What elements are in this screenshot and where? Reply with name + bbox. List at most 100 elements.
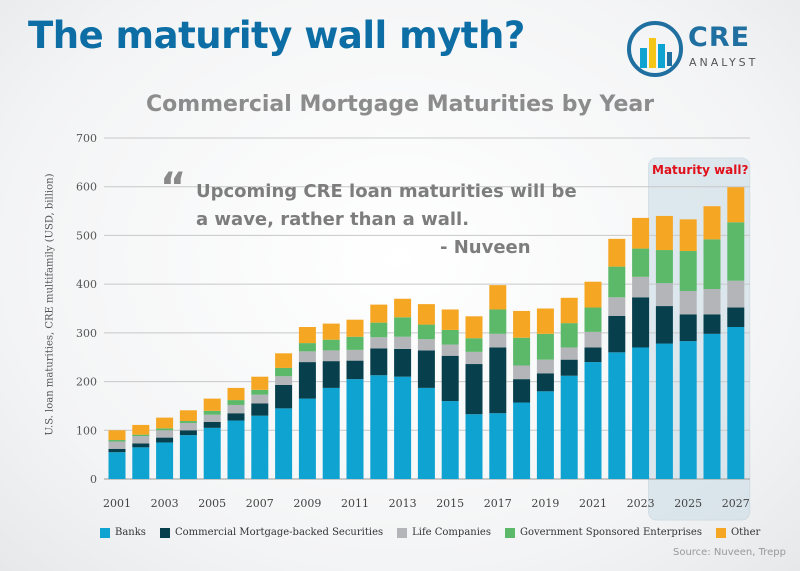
bar-commercial-mortgage-backed-securities-2001 <box>108 448 126 453</box>
bar-commercial-mortgage-backed-securities-2025 <box>679 314 697 342</box>
quote-line-2: a wave, rather than a wall. <box>196 209 470 230</box>
x-tick-label: 2017 <box>484 497 512 510</box>
bar-life-companies-2014 <box>417 339 435 351</box>
bar-other-2023 <box>632 217 650 249</box>
bar-banks-2001 <box>108 452 126 479</box>
bar-banks-2023 <box>632 347 650 479</box>
bar-life-companies-2002 <box>132 436 150 444</box>
y-tick-label: 0 <box>90 473 97 486</box>
bar-other-2022 <box>608 238 626 267</box>
bar-other-2005 <box>203 398 221 411</box>
logo-text: CRE <box>688 22 751 53</box>
bar-other-2014 <box>417 304 435 325</box>
bar-other-2019 <box>536 308 554 334</box>
bar-government-sponsored-enterprises-2008 <box>275 367 293 377</box>
y-tick-label: 400 <box>76 278 97 291</box>
bar-life-companies-2008 <box>275 376 293 385</box>
bar-banks-2022 <box>608 352 626 479</box>
bar-life-companies-2004 <box>179 422 197 431</box>
bar-government-sponsored-enterprises-2010 <box>322 339 340 351</box>
bar-commercial-mortgage-backed-securities-2021 <box>584 347 602 363</box>
bar-life-companies-2015 <box>441 344 459 356</box>
logo-subtext: ANALYST <box>689 56 759 69</box>
bar-government-sponsored-enterprises-2020 <box>560 323 578 348</box>
bar-commercial-mortgage-backed-securities-2002 <box>132 443 150 448</box>
bar-commercial-mortgage-backed-securities-2014 <box>417 350 435 388</box>
bar-banks-2010 <box>322 387 340 479</box>
bar-banks-2027 <box>727 327 745 479</box>
bar-life-companies-2027 <box>727 280 745 308</box>
y-tick-label: 600 <box>76 181 97 194</box>
bar-life-companies-2024 <box>655 283 673 307</box>
bar-other-2006 <box>227 387 245 401</box>
x-tick-label: 2003 <box>151 497 179 510</box>
bar-commercial-mortgage-backed-securities-2027 <box>727 307 745 328</box>
bar-commercial-mortgage-backed-securities-2008 <box>275 384 293 409</box>
x-tick-label: 2025 <box>674 497 702 510</box>
x-tick-label: 2023 <box>627 497 655 510</box>
bar-commercial-mortgage-backed-securities-2009 <box>298 362 316 399</box>
bar-commercial-mortgage-backed-securities-2012 <box>370 348 388 376</box>
bar-life-companies-2019 <box>536 359 554 374</box>
x-tick-label: 2013 <box>389 497 417 510</box>
bar-banks-2006 <box>227 420 245 479</box>
bar-other-2012 <box>370 304 388 323</box>
bar-life-companies-2016 <box>465 351 483 365</box>
bar-government-sponsored-enterprises-2025 <box>679 251 697 291</box>
bar-government-sponsored-enterprises-2011 <box>346 336 364 350</box>
bar-other-2011 <box>346 319 364 337</box>
cre-analyst-logo: CRE ANALYST <box>626 20 786 80</box>
bar-life-companies-2017 <box>489 333 507 348</box>
legend-item-banks: Banks <box>100 527 146 538</box>
bar-government-sponsored-enterprises-2023 <box>632 248 650 277</box>
bar-life-companies-2025 <box>679 290 697 315</box>
bar-commercial-mortgage-backed-securities-2015 <box>441 355 459 402</box>
bar-other-2026 <box>703 206 721 240</box>
bar-other-2004 <box>179 410 197 422</box>
bar-government-sponsored-enterprises-2007 <box>251 389 269 395</box>
legend-item-gse: Government Sponsored Enterprises <box>504 527 702 538</box>
headline: The maturity wall myth? <box>28 14 525 57</box>
legend-item-life: Life Companies <box>397 527 491 538</box>
bar-banks-2015 <box>441 401 459 479</box>
bar-life-companies-2005 <box>203 414 221 423</box>
bar-commercial-mortgage-backed-securities-2010 <box>322 361 340 388</box>
logo-icon <box>627 21 683 77</box>
bar-other-2013 <box>394 298 412 318</box>
y-tick-label: 100 <box>76 424 97 437</box>
bar-government-sponsored-enterprises-2026 <box>703 239 721 290</box>
bar-banks-2017 <box>489 413 507 479</box>
bar-commercial-mortgage-backed-securities-2022 <box>608 315 626 353</box>
bar-banks-2025 <box>679 341 697 479</box>
bar-government-sponsored-enterprises-2017 <box>489 309 507 334</box>
bar-commercial-mortgage-backed-securities-2024 <box>655 306 673 344</box>
quote-line-1: Upcoming CRE loan maturities will be <box>196 181 577 202</box>
bar-life-companies-2007 <box>251 394 269 404</box>
bar-other-2010 <box>322 323 340 340</box>
bar-life-companies-2023 <box>632 276 650 298</box>
bar-commercial-mortgage-backed-securities-2005 <box>203 422 221 428</box>
bar-life-companies-2021 <box>584 331 602 348</box>
bar-banks-2016 <box>465 414 483 479</box>
bar-government-sponsored-enterprises-2002 <box>132 434 150 437</box>
bar-other-2007 <box>251 376 269 390</box>
bar-other-2002 <box>132 424 150 435</box>
bar-commercial-mortgage-backed-securities-2004 <box>179 430 197 436</box>
bar-banks-2009 <box>298 398 316 479</box>
bar-banks-2018 <box>513 402 531 479</box>
bar-life-companies-2026 <box>703 289 721 315</box>
bar-government-sponsored-enterprises-2001 <box>108 440 126 442</box>
bar-banks-2004 <box>179 435 197 479</box>
x-tick-label: 2001 <box>103 497 131 510</box>
bar-government-sponsored-enterprises-2004 <box>179 421 197 423</box>
y-tick-label: 700 <box>76 132 97 145</box>
x-tick-label: 2015 <box>436 497 464 510</box>
bar-other-2020 <box>560 297 578 324</box>
bar-banks-2024 <box>655 343 673 479</box>
bar-government-sponsored-enterprises-2016 <box>465 338 483 352</box>
bar-commercial-mortgage-backed-securities-2026 <box>703 314 721 334</box>
bar-banks-2012 <box>370 375 388 479</box>
x-tick-label: 2027 <box>722 497 750 510</box>
bar-life-companies-2006 <box>227 404 245 414</box>
bar-government-sponsored-enterprises-2018 <box>513 337 531 366</box>
